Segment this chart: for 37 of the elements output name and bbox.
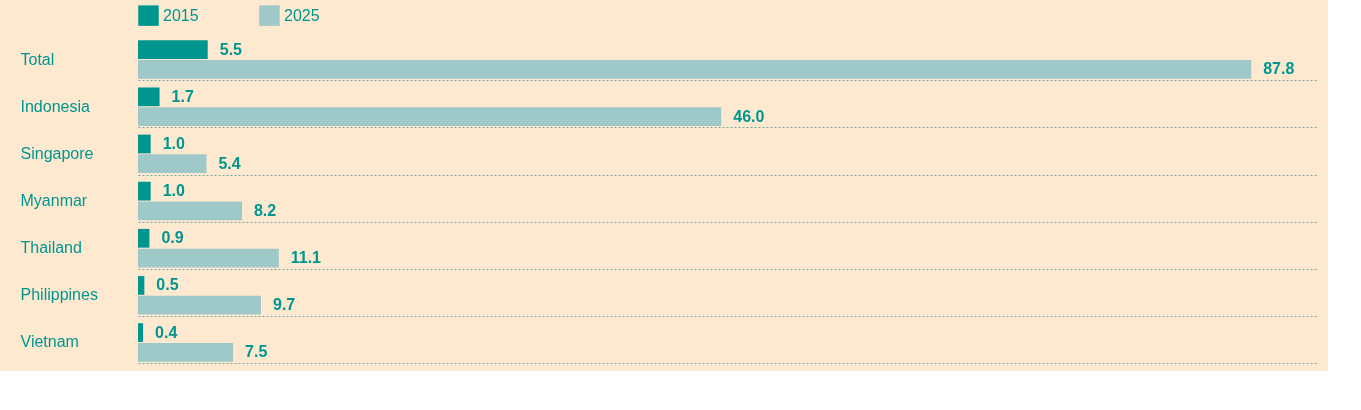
bar — [138, 154, 207, 174]
data-label: 0.5 — [156, 276, 179, 294]
bar — [138, 107, 722, 126]
data-label: 46.0 — [733, 107, 765, 125]
data-label: 1.0 — [162, 182, 186, 200]
data-label: 5.4 — [218, 154, 241, 172]
bar — [138, 323, 144, 342]
data-label: 9.7 — [272, 296, 296, 314]
bar — [138, 295, 261, 315]
y-tick-label: Vietnam — [20, 333, 79, 351]
legend-label: 2015 — [163, 6, 199, 24]
data-label: 1.7 — [171, 87, 194, 105]
data-label: 8.2 — [253, 201, 277, 219]
y-tick-label: Indonesia — [20, 97, 90, 115]
y-tick-label: Philippines — [20, 286, 98, 304]
data-label: 0.9 — [161, 229, 184, 247]
bar — [138, 60, 1252, 79]
data-label: 1.0 — [162, 134, 186, 152]
data-label: 11.1 — [290, 249, 322, 267]
bar — [138, 201, 242, 221]
bar — [138, 276, 145, 295]
data-label: 87.8 — [1263, 60, 1295, 78]
bar — [138, 134, 151, 154]
bar — [138, 181, 151, 201]
y-tick-label: Singapore — [20, 144, 94, 162]
data-label: 5.5 — [219, 40, 243, 58]
bar — [138, 228, 150, 248]
bar — [138, 342, 234, 362]
bar — [138, 248, 279, 268]
data-label: 0.4 — [155, 323, 178, 341]
legend-label: 2025 — [284, 6, 320, 24]
y-tick-label: Myanmar — [20, 192, 88, 209]
y-tick-label: Thailand — [20, 239, 82, 257]
y-tick-label: Total — [20, 50, 55, 68]
bar — [138, 40, 208, 60]
data-label: 7.5 — [245, 343, 268, 361]
bar — [138, 87, 160, 107]
